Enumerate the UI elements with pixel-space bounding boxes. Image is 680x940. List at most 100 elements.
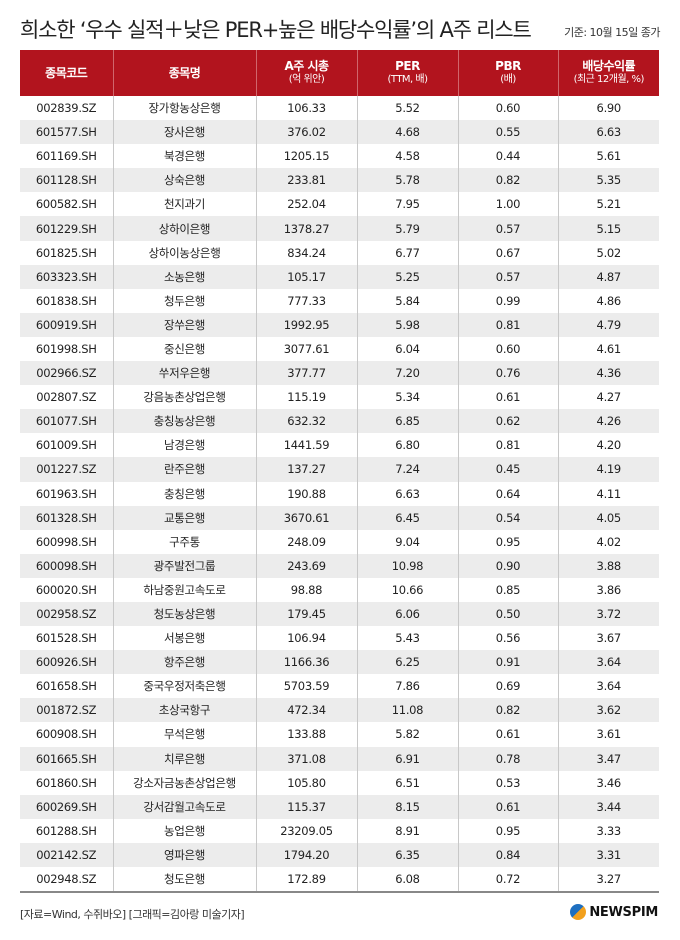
pbr-cell: 0.62 <box>457 409 558 434</box>
source-note: [자료=Wind, 수쥐바오] [그래픽=김아랑 미술기자] <box>20 908 245 921</box>
table-row: 601825.SH 상하이농상은행 834.24 6.77 0.67 5.02 <box>20 240 659 265</box>
dividend-yield-cell: 4.20 <box>557 433 659 458</box>
stock-name-cell: 서봉은행 <box>112 626 256 651</box>
pbr-cell: 0.67 <box>457 240 558 265</box>
stock-name-cell: 치루은행 <box>112 746 256 771</box>
dividend-yield-cell: 3.62 <box>557 698 659 723</box>
market-cap-cell: 1794.20 <box>255 842 357 867</box>
market-cap-cell: 243.69 <box>255 553 357 578</box>
stock-code-cell: 002807.SZ <box>36 390 97 405</box>
dividend-yield-cell: 3.47 <box>557 746 659 771</box>
table-row: 601838.SH 청두은행 777.33 5.84 0.99 4.86 <box>20 288 659 313</box>
stock-code-cell: 001227.SZ <box>20 457 113 482</box>
stock-name-cell: 하남중원고속도로 <box>112 577 256 602</box>
per-cell: 10.98 <box>356 553 458 578</box>
page-title: 희소한 ‘우수 실적＋낮은 PER+높은 배당수익률’의 A주 리스트 <box>20 18 532 42</box>
stock-code-cell: 002948.SZ <box>20 867 113 894</box>
pbr-cell: 0.57 <box>457 264 558 289</box>
per-cell: 6.35 <box>356 842 458 867</box>
dividend-yield-cell: 4.11 <box>557 481 659 506</box>
stock-code-cell: 601825.SH <box>35 245 97 260</box>
market-cap-cell: 376.02 <box>255 120 357 145</box>
stock-name-cell: 청도은행 <box>112 867 256 894</box>
table-row: 601963.SH 충칭은행 190.88 6.63 0.64 4.11 <box>20 481 659 506</box>
dividend-yield-cell: 3.27 <box>557 867 659 894</box>
pbr-cell: 0.85 <box>457 577 558 602</box>
market-cap-cell: 233.81 <box>255 168 357 193</box>
per-cell: 6.25 <box>356 650 458 675</box>
table-row: 601328.SH 교통은행 3670.61 6.45 0.54 4.05 <box>20 505 659 530</box>
per-cell: 6.08 <box>356 867 458 894</box>
stock-code-cell: 002958.SZ <box>20 601 113 627</box>
per-cell: 5.78 <box>356 168 458 193</box>
dividend-yield-cell: 4.05 <box>557 505 659 530</box>
stock-name-cell: 란주은행 <box>112 457 256 482</box>
table-row: 601288.SH 농업은행 23209.05 8.91 0.95 3.33 <box>20 818 659 843</box>
stock-code-cell: 601077.SH <box>20 409 113 434</box>
pbr-cell: 0.45 <box>457 457 558 482</box>
stock-code-cell: 601528.SH <box>35 631 97 646</box>
per-cell: 6.91 <box>356 746 458 771</box>
market-cap-cell: 106.94 <box>255 626 357 651</box>
stock-name-cell: 초상국항구 <box>112 698 256 723</box>
dividend-yield-cell: 3.88 <box>557 553 659 578</box>
pbr-cell: 0.50 <box>457 601 558 627</box>
dividend-yield-cell: 4.61 <box>557 336 659 362</box>
pbr-cell: 0.95 <box>457 529 558 554</box>
stock-name-cell: 상하이농상은행 <box>112 240 256 265</box>
market-cap-cell: 5703.59 <box>255 674 357 699</box>
pbr-cell: 0.82 <box>457 698 558 723</box>
stock-name-cell: 천지과기 <box>112 192 256 217</box>
per-cell: 5.34 <box>356 385 458 410</box>
column-header: A주 시총 (억 위안) <box>255 50 357 96</box>
dividend-yield-cell: 3.61 <box>557 722 659 747</box>
stock-code-cell: 600020.SH <box>35 582 97 597</box>
stock-name-cell: 북경은행 <box>112 144 256 169</box>
market-cap-cell: 777.33 <box>255 288 357 313</box>
market-cap-cell: 105.17 <box>255 264 357 289</box>
pbr-cell: 0.84 <box>457 842 558 867</box>
stock-name-cell: 영파은행 <box>112 842 256 867</box>
per-cell: 6.51 <box>356 770 458 795</box>
pbr-cell: 0.64 <box>457 481 558 506</box>
pbr-cell: 0.53 <box>457 770 558 795</box>
table-row: 600908.SH 무석은행 133.88 5.82 0.61 3.61 <box>20 722 659 747</box>
per-cell: 7.24 <box>356 457 458 482</box>
table-row: 603323.SH 소농은행 105.17 5.25 0.57 4.87 <box>20 264 659 289</box>
market-cap-cell: 115.37 <box>255 794 357 819</box>
table-row: 601998.SH 중신은행 3077.61 6.04 0.60 4.61 <box>20 336 659 362</box>
market-cap-cell: 190.88 <box>255 481 357 506</box>
dividend-yield-cell: 4.87 <box>557 264 659 289</box>
per-cell: 8.91 <box>356 818 458 843</box>
per-cell: 5.43 <box>356 626 458 651</box>
column-label: A주 시총 <box>284 59 329 73</box>
per-cell: 6.80 <box>356 433 458 458</box>
stock-code-cell: 600098.SH <box>20 553 113 578</box>
stock-name-cell: 상숙은행 <box>112 168 256 193</box>
stock-code-cell: 600582.SH <box>35 197 97 212</box>
pbr-cell: 0.61 <box>457 722 558 747</box>
stock-code-cell: 002966.SZ <box>20 361 113 386</box>
table-row: 600020.SH 하남중원고속도로 98.88 10.66 0.85 3.86 <box>20 577 659 602</box>
stock-table: 종목코드 종목명 A주 시총 (억 위안) PER (TTM, 배) PBR (배) 배당수익률… <box>20 50 659 894</box>
stock-name-cell: 항주은행 <box>112 650 256 675</box>
dividend-yield-cell: 3.46 <box>557 770 659 795</box>
stock-name-cell: 소농은행 <box>112 264 256 289</box>
pbr-cell: 0.61 <box>457 794 558 819</box>
stock-name-cell: 장사은행 <box>112 120 256 145</box>
column-unit: (배) <box>500 74 516 85</box>
market-cap-cell: 1166.36 <box>255 650 357 675</box>
stock-code-cell: 600269.SH <box>20 794 113 819</box>
table-row: 600998.SH 구주통 248.09 9.04 0.95 4.02 <box>20 529 659 554</box>
pbr-cell: 0.54 <box>457 505 558 530</box>
per-cell: 5.79 <box>356 216 458 241</box>
per-cell: 4.68 <box>356 120 458 145</box>
table-row: 600919.SH 장쑤은행 1992.95 5.98 0.81 4.79 <box>20 312 659 337</box>
pbr-cell: 0.60 <box>457 96 558 121</box>
per-cell: 6.06 <box>356 601 458 627</box>
dividend-yield-cell: 3.31 <box>557 842 659 867</box>
table-row: 001872.SZ 초상국항구 472.34 11.08 0.82 3.62 <box>20 698 659 723</box>
table-row: 601860.SH 강소자금농촌상업은행 105.80 6.51 0.53 3.46 <box>20 770 659 795</box>
per-cell: 5.52 <box>356 96 458 121</box>
